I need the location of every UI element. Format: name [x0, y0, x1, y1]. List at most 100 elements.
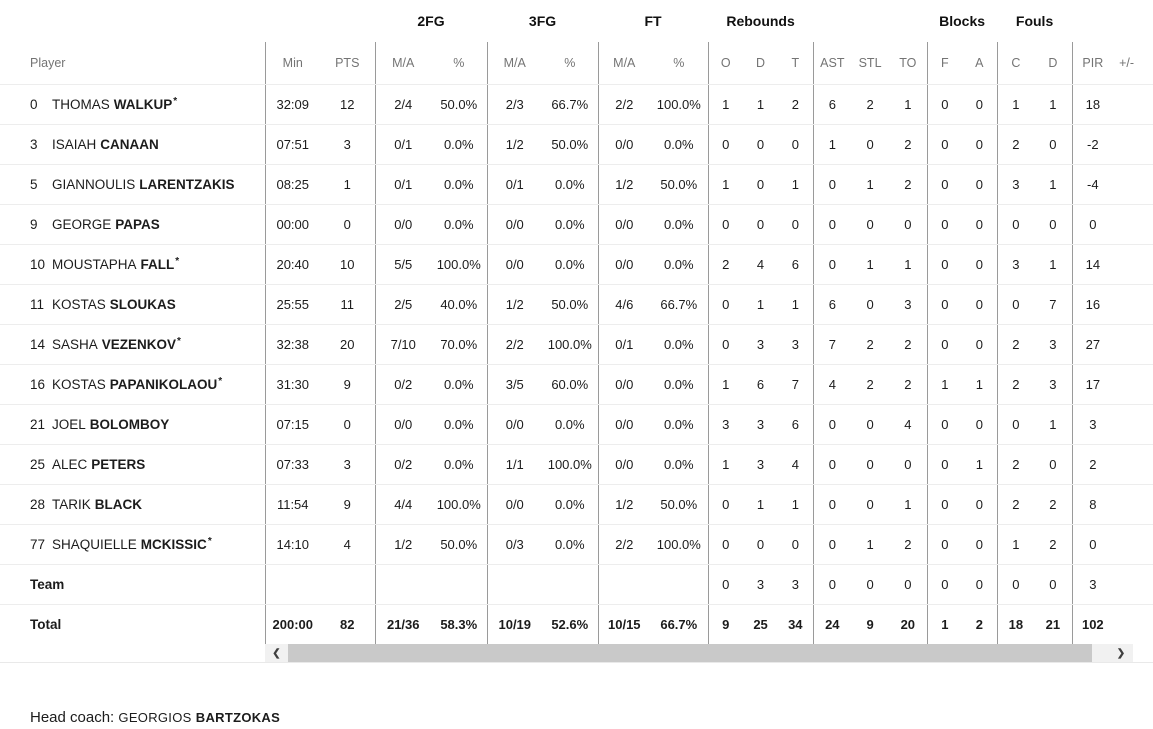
stat-2fg-ma: 2/5 — [374, 284, 431, 325]
stat-ast: 1 — [812, 124, 852, 165]
player-number: 28 — [30, 496, 46, 512]
player-cell: 77 SHAQUIELLE MCKISSIC* — [0, 524, 265, 565]
stat-reb-d: 4 — [743, 244, 779, 285]
stat-foul-c: 3 — [996, 244, 1035, 285]
stat-blk-f: 0 — [926, 484, 963, 525]
stat-to: 1 — [889, 244, 928, 285]
player-last-name: BOLOMBOY — [89, 416, 170, 432]
scroll-right-button[interactable]: ❯ — [1109, 644, 1133, 662]
player-first-name: THOMAS — [52, 97, 110, 112]
stat-pts: 82 — [340, 616, 355, 632]
player-row: 21 JOEL BOLOMBOY 07:15 0 0/0 0.0% 0/0 0.0% 0/0 0.0… — [0, 404, 1153, 445]
stat-reb-o: 0 — [707, 564, 744, 605]
scrollbar-thumb[interactable] — [288, 644, 1092, 662]
player-first-name: MOUSTAPHA — [52, 257, 137, 272]
head-coach-label: Head coach: — [30, 709, 115, 726]
stat-foul-c: 0 — [996, 204, 1035, 245]
stat-blk-a: 0 — [962, 164, 998, 205]
column-header-ft-pct: % — [650, 42, 709, 85]
starter-marker: * — [207, 536, 212, 547]
player-last-name: CANAAN — [100, 136, 159, 152]
stat-ft-ma: 0/1 — [597, 324, 651, 365]
player-row: 77 SHAQUIELLE MCKISSIC* 14:10 4 1/2 50.0% 0/3 0.… — [0, 524, 1153, 565]
stat-min: 14:10 — [264, 524, 320, 565]
stat-foul-c: 1 — [996, 524, 1035, 565]
stat-reb-o: 0 — [707, 484, 744, 525]
stat-reb-d: 0 — [743, 124, 779, 165]
scroll-left-button[interactable]: ❮ — [265, 644, 288, 662]
stat-to: 2 — [889, 524, 928, 565]
stat-3fg-ma: 1/1 — [486, 444, 543, 485]
table-bottom-divider — [0, 662, 1153, 663]
stat-3fg-ma: 1/2 — [486, 284, 543, 325]
stat-to: 1 — [889, 484, 928, 525]
stat-3fg-pct: 50.0% — [542, 284, 599, 325]
player-first-name: ALEC — [52, 456, 88, 472]
stat-reb-d: 0 — [743, 204, 779, 245]
stat-ft-ma: 0/0 — [597, 244, 651, 285]
stat-to: 20 — [900, 616, 916, 632]
stat-ft-ma: 1/2 — [597, 164, 651, 205]
box-score-viewport: 2FG 3FG FT Rebounds Blocks Fouls Player Min PTS M… — [0, 0, 1153, 644]
stat-pts: 9 — [320, 484, 375, 525]
column-header-plus-minus: +/- — [1113, 42, 1153, 85]
team-row: Team 0 3 3 0 0 0 0 0 0 0 3 — [0, 564, 1153, 605]
stat-min — [264, 564, 320, 605]
stat-ast: 0 — [812, 484, 852, 525]
player-number: 3 — [30, 136, 38, 152]
player-number: 5 — [30, 176, 38, 192]
stat-blk-a: 0 — [962, 244, 998, 285]
stat-foul-c: 2 — [996, 124, 1035, 165]
player-row: 0 THOMAS WALKUP* 32:09 12 2/4 50.0% 2/3 66.7% 2/2… — [0, 84, 1153, 125]
player-number: 14 — [30, 337, 46, 352]
stat-plus-minus — [1113, 444, 1153, 485]
stat-stl: 1 — [851, 524, 890, 565]
stat-2fg-pct: 40.0% — [431, 284, 488, 325]
stat-foul-d: 1 — [1034, 84, 1073, 125]
stat-blk-f: 0 — [926, 204, 963, 245]
h-scrollbar[interactable]: ❮ ❯ — [265, 644, 1133, 662]
stat-pts: 9 — [320, 364, 375, 405]
stat-2fg-ma — [374, 564, 431, 605]
stat-reb-t: 3 — [778, 324, 814, 365]
stat-plus-minus — [1113, 204, 1153, 245]
stat-stl: 2 — [851, 324, 890, 365]
stat-blk-f: 1 — [926, 604, 963, 644]
stat-3fg-pct: 0.0% — [542, 204, 599, 245]
player-number: 77 — [30, 537, 46, 552]
stat-ast: 0 — [812, 524, 852, 565]
stat-reb-o: 1 — [707, 444, 744, 485]
stat-pts — [320, 564, 375, 605]
stat-ft-pct: 0.0% — [650, 404, 709, 445]
stat-3fg-ma: 1/2 — [486, 124, 543, 165]
stat-plus-minus — [1113, 324, 1153, 365]
stat-2fg-ma: 0/2 — [374, 444, 431, 485]
group-header-rebounds: Rebounds — [726, 13, 795, 29]
player-first-name: GEORGE — [52, 216, 112, 232]
stat-reb-d: 6 — [743, 364, 779, 405]
player-first-name: JOEL — [52, 416, 86, 432]
stat-to: 4 — [889, 404, 928, 445]
stat-3fg-ma — [486, 564, 543, 605]
stat-plus-minus — [1113, 524, 1153, 565]
chevron-right-icon: ❯ — [1116, 647, 1126, 659]
stat-min: 11:54 — [264, 484, 320, 525]
stat-ft-pct: 0.0% — [650, 444, 709, 485]
stat-3fg-pct: 0.0% — [542, 164, 599, 205]
stat-foul-d: 3 — [1034, 364, 1073, 405]
stat-pir: 17 — [1071, 364, 1114, 405]
stat-2fg-ma: 0/0 — [374, 204, 431, 245]
group-header-spacer — [813, 0, 927, 42]
stat-ft-pct: 0.0% — [650, 124, 709, 165]
stat-ft-pct: 66.7% — [660, 616, 698, 632]
scrollbar-track[interactable] — [1092, 644, 1109, 662]
row-label: Team — [30, 576, 65, 592]
stat-blk-f: 0 — [926, 124, 963, 165]
stat-blk-f: 0 — [926, 324, 963, 365]
stat-reb-o: 2 — [707, 244, 744, 285]
stat-stl: 0 — [851, 444, 890, 485]
stat-ft-ma: 10/15 — [597, 604, 651, 644]
stat-2fg-ma: 5/5 — [374, 244, 431, 285]
stat-2fg-ma: 21/36 — [374, 604, 431, 644]
stat-blk-f: 0 — [926, 404, 963, 445]
